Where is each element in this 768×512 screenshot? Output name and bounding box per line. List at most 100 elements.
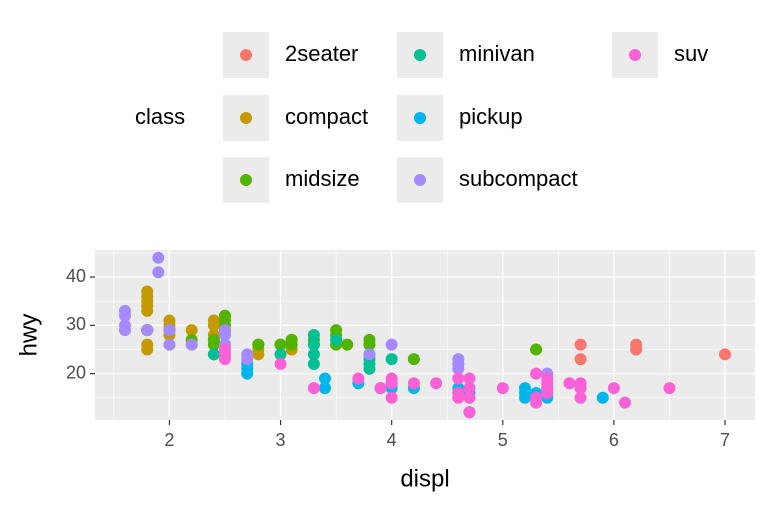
point [319, 372, 331, 385]
point [407, 377, 420, 390]
point [285, 333, 298, 346]
point [530, 367, 543, 380]
point [596, 391, 609, 404]
point [152, 266, 165, 279]
y-tick-label: 40 [66, 266, 86, 286]
x-tick-label: 5 [498, 430, 508, 450]
point [152, 251, 165, 264]
point [307, 348, 320, 361]
point [274, 357, 287, 370]
x-tick-label: 3 [276, 430, 286, 450]
legend-marker [240, 112, 252, 124]
point [319, 382, 331, 395]
x-tick-label: 6 [609, 430, 619, 450]
panel [95, 250, 755, 420]
legend-label: subcompact [459, 166, 578, 191]
point [719, 348, 731, 361]
legend-label: pickup [459, 104, 523, 129]
point [141, 324, 154, 337]
point [574, 377, 587, 390]
point [219, 324, 231, 337]
y-axis-title: hwy [15, 314, 42, 357]
point [185, 324, 198, 337]
point [207, 348, 220, 361]
point [307, 382, 320, 395]
legend-marker [414, 112, 426, 124]
x-axis-title: displ [400, 465, 449, 492]
point [619, 396, 631, 409]
point [307, 357, 320, 370]
point [541, 386, 554, 399]
legend-label: suv [674, 41, 708, 66]
point [607, 382, 620, 395]
point [574, 353, 587, 366]
point [563, 377, 576, 390]
point [307, 329, 320, 341]
point [496, 382, 509, 395]
legend-label: compact [285, 104, 368, 129]
point [207, 319, 220, 332]
point [574, 338, 587, 351]
point [163, 338, 176, 351]
point [463, 406, 476, 419]
point [185, 338, 198, 351]
x-tick-label: 7 [720, 430, 730, 450]
point [330, 333, 343, 346]
y-tick-label: 30 [66, 314, 86, 334]
point [141, 300, 154, 313]
legend-marker [240, 49, 252, 61]
point [241, 362, 254, 375]
point [452, 362, 465, 375]
point [141, 343, 154, 356]
point [407, 353, 420, 366]
point [385, 391, 398, 404]
point [207, 333, 220, 346]
point [574, 391, 587, 404]
point [630, 343, 643, 356]
point [252, 338, 265, 351]
legend-label: minivan [459, 41, 535, 66]
point [374, 382, 387, 395]
point [141, 290, 154, 303]
point [163, 324, 176, 337]
legend-marker [629, 49, 641, 61]
point [307, 338, 320, 351]
point [363, 362, 376, 375]
point [541, 372, 554, 385]
point [385, 338, 398, 351]
point [363, 333, 376, 346]
point [119, 319, 131, 332]
point [463, 391, 476, 404]
point [252, 348, 265, 361]
x-tick-label: 2 [164, 430, 174, 450]
legend-label: midsize [285, 166, 360, 191]
x-tick-label: 4 [387, 430, 397, 450]
legend-label: 2seater [285, 41, 358, 66]
point [219, 348, 231, 361]
point [274, 338, 287, 351]
point [530, 396, 543, 409]
point [530, 343, 543, 356]
point [452, 391, 465, 404]
point [330, 324, 343, 337]
legend-marker [414, 49, 426, 61]
point [463, 382, 476, 395]
y-tick-label: 20 [66, 362, 86, 382]
point [430, 377, 443, 390]
point [363, 348, 376, 361]
point [463, 372, 476, 385]
legend-marker [240, 174, 252, 186]
point [385, 353, 398, 366]
legend-title: class [135, 104, 185, 129]
point [241, 353, 254, 366]
point [352, 372, 365, 385]
legend-marker [414, 174, 426, 186]
point [663, 382, 676, 395]
point [385, 377, 398, 390]
point [519, 382, 531, 395]
point [274, 348, 287, 361]
point [452, 372, 465, 385]
point [341, 338, 354, 351]
